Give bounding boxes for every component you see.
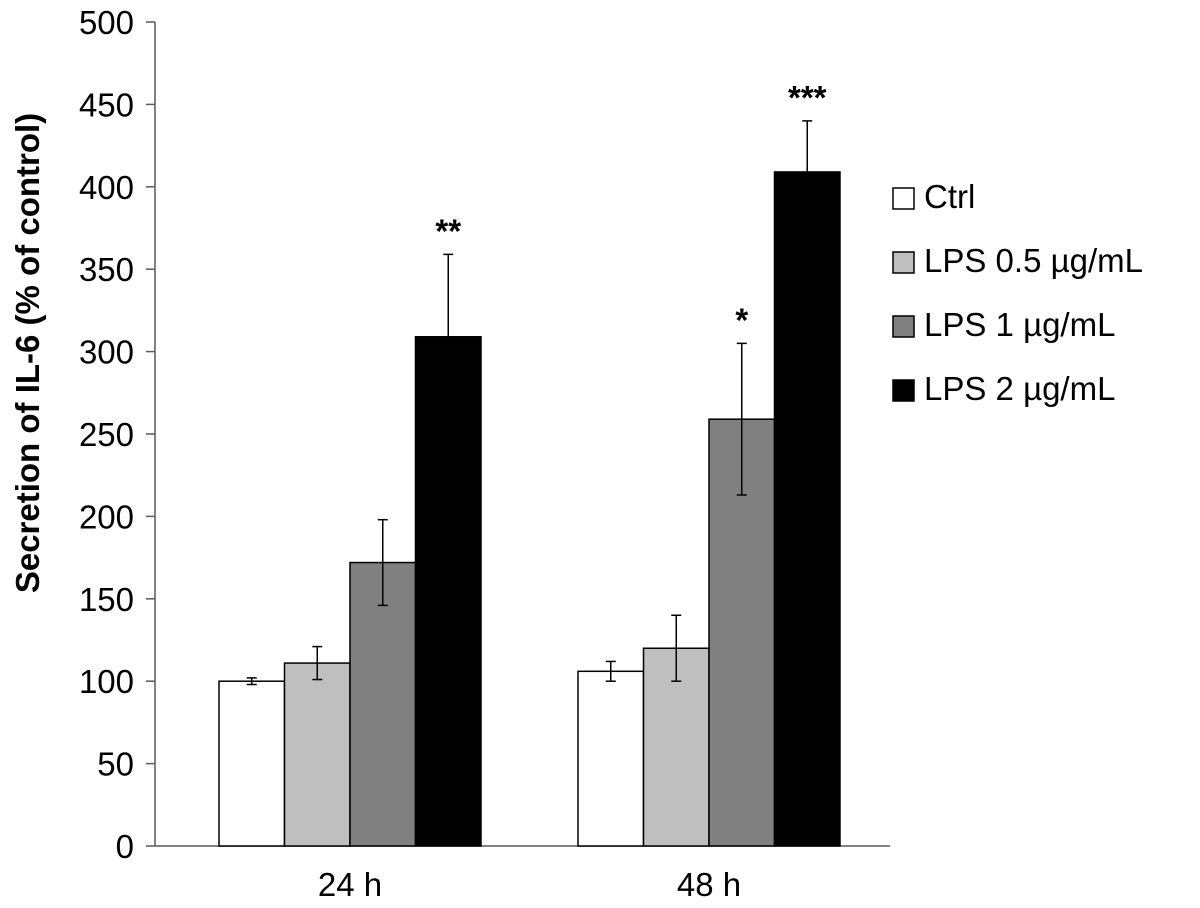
y-tick-label: 350 [79, 251, 134, 288]
y-tick-label: 450 [79, 86, 134, 123]
legend: Ctrl LPS 0.5 µg/mL LPS 1 µg/mL LPS 2 µg/mL [892, 178, 1143, 407]
significance-markers: ****** [435, 79, 826, 338]
x-tick-label: 24 h [318, 866, 382, 903]
legend-swatch [892, 187, 915, 210]
y-tick-label: 500 [79, 4, 134, 41]
x-tick-label: 48 h [677, 866, 741, 903]
y-axis-label: Secretion of IL-6 (% of control) [9, 113, 46, 593]
y-tick-label: 200 [79, 498, 134, 535]
bar [283, 662, 351, 847]
legend-label: LPS 0.5 µg/mL [924, 242, 1143, 279]
legend-label: LPS 1 µg/mL [924, 306, 1115, 343]
bar [577, 670, 645, 847]
significance-marker: * [735, 301, 748, 338]
legend-swatch [892, 315, 915, 338]
y-tick-label: 100 [79, 663, 134, 700]
y-tick-label: 150 [79, 581, 134, 618]
y-tick-label: 400 [79, 169, 134, 206]
y-tick-label: 50 [97, 746, 134, 783]
x-axis: 24 h 48 h [155, 845, 890, 903]
legend-swatch [892, 251, 915, 274]
bar [414, 336, 482, 847]
legend-swatch [892, 379, 915, 402]
significance-marker: ** [435, 212, 461, 249]
bars [218, 171, 841, 847]
significance-marker: *** [788, 79, 827, 116]
y-tick-label: 300 [79, 334, 134, 371]
bar [218, 680, 286, 847]
bar [349, 561, 417, 847]
y-tick-label: 250 [79, 416, 134, 453]
y-axis: 0 50 100 150 200 250 300 350 400 450 500 [79, 4, 156, 865]
legend-label: Ctrl [924, 178, 975, 215]
error-bars [246, 120, 813, 686]
bar [773, 171, 841, 847]
legend-label: LPS 2 µg/mL [924, 370, 1115, 407]
y-tick-label: 0 [116, 828, 134, 865]
